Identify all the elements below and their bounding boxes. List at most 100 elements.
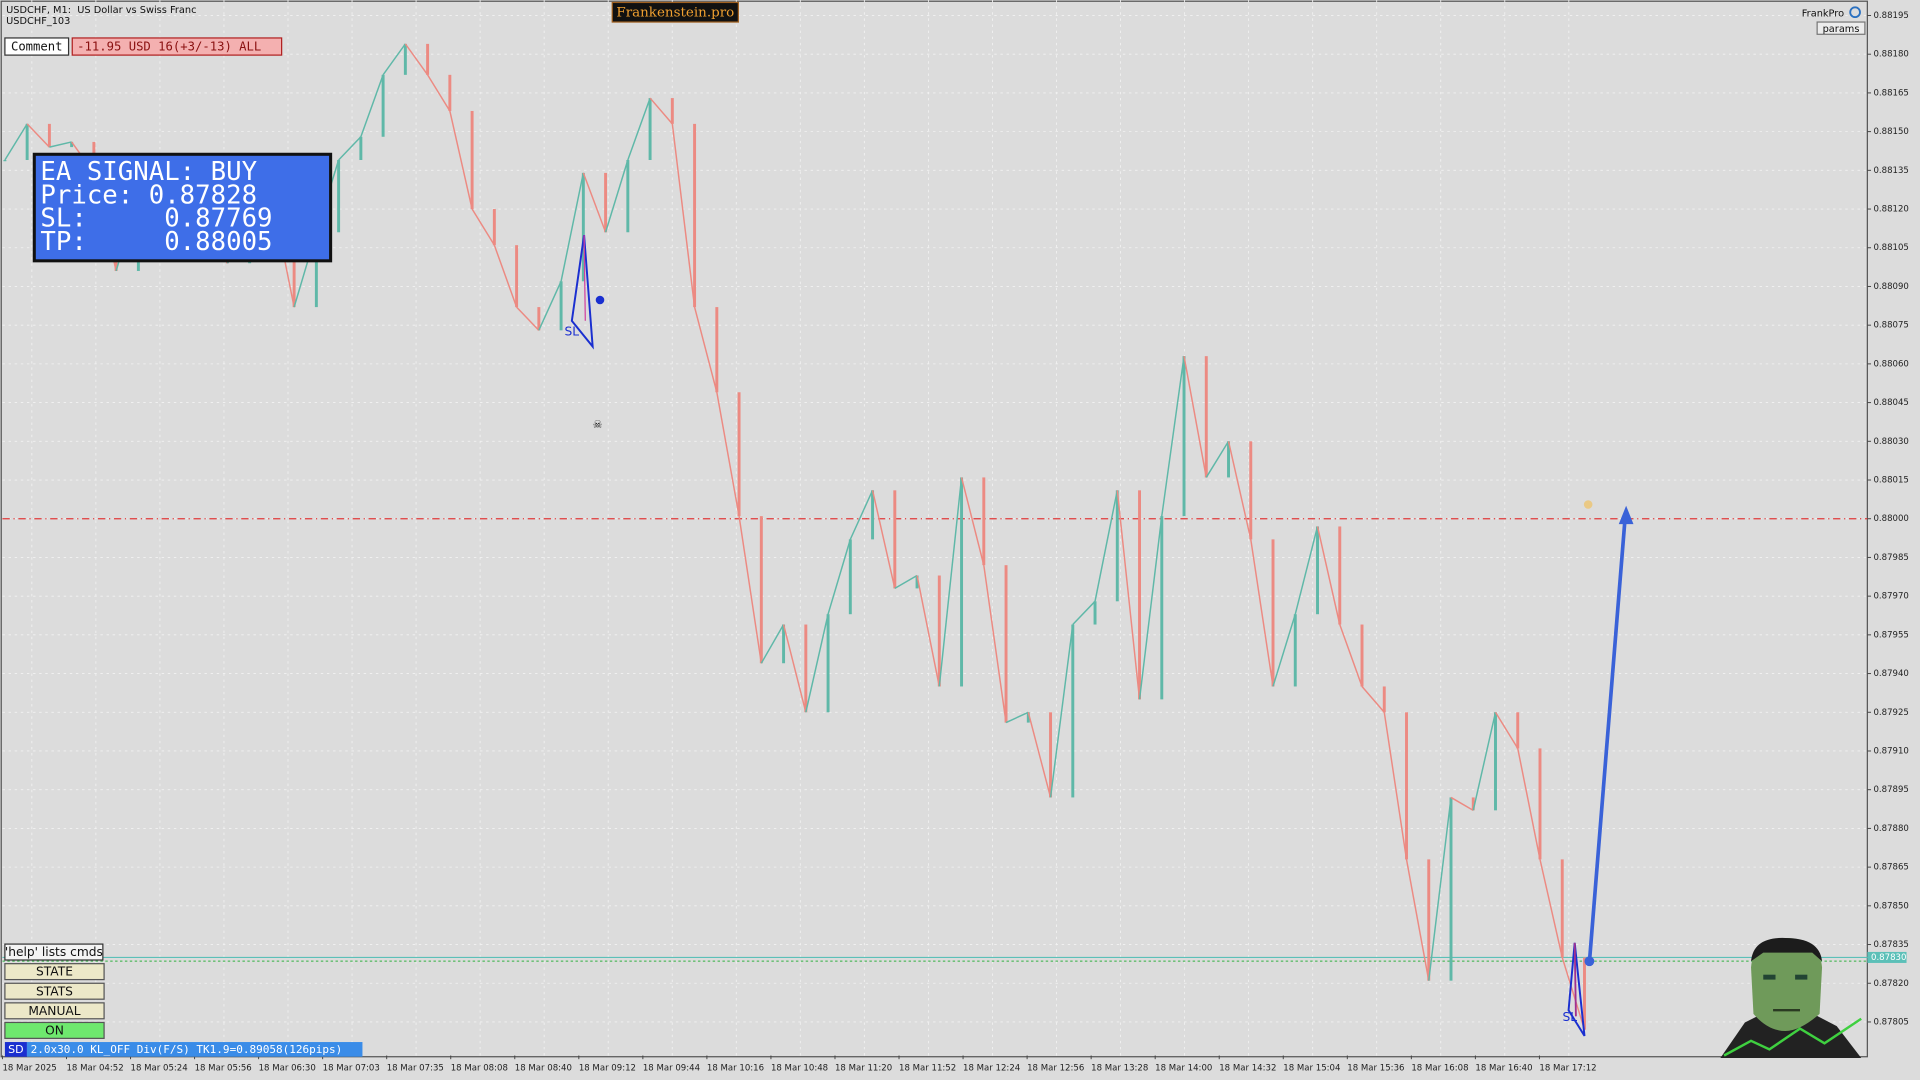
candle: [759, 516, 763, 664]
price-step: [849, 490, 874, 540]
candle: [1093, 601, 1097, 625]
symbol-title: USDCHF, M1: US Dollar vs Swiss Franc: [6, 5, 196, 16]
y-tick-label: 0.87910: [1873, 746, 1908, 756]
candle: [1115, 490, 1119, 602]
price-step: [1472, 712, 1497, 811]
y-tick-label: 0.87985: [1873, 553, 1908, 563]
help-text: 'help' lists cmds: [5, 945, 103, 959]
mascot-hair: [1751, 937, 1823, 962]
price-step: [560, 172, 585, 282]
x-tick-label: 18 Mar 07:35: [387, 1063, 444, 1073]
comment-text: -11.95 USD 16(+3/-13) ALL: [77, 40, 261, 54]
candle: [1382, 686, 1386, 713]
candle: [1049, 712, 1053, 798]
x-tick-label: 18 Mar 11:52: [899, 1063, 956, 1073]
candle: [648, 98, 652, 161]
on-button[interactable]: [4, 1021, 105, 1039]
candle: [1583, 957, 1586, 1030]
price-step: [1361, 685, 1385, 713]
candle: [314, 232, 318, 308]
candle: [559, 281, 563, 331]
y-tick-label: 0.87805: [1873, 1017, 1908, 1027]
x-tick-label: 18 Mar 07:03: [323, 1063, 380, 1073]
price-step: [360, 74, 384, 138]
chart-frame: [0, 0, 1868, 1058]
candle: [915, 575, 919, 589]
y-tick-label: 0.87880: [1873, 824, 1908, 834]
price-step: [916, 575, 941, 687]
y-tick-label: 0.88030: [1873, 437, 1908, 447]
x-tick-label: 18 Mar 10:16: [707, 1063, 764, 1073]
price-step: [4, 123, 28, 161]
bid-label: 0.87830: [1871, 953, 1906, 963]
comment-label-box: [4, 37, 70, 56]
price-step: [1383, 712, 1408, 860]
price-step: [1494, 711, 1519, 749]
y-tick-label: 0.87925: [1873, 708, 1908, 718]
price-step: [1094, 490, 1119, 602]
price-step: [1339, 624, 1363, 687]
price-step: [1027, 712, 1052, 798]
candle: [1227, 441, 1230, 478]
price-step: [894, 574, 918, 590]
y-tick-label: 0.87940: [1873, 669, 1908, 679]
candle: [1071, 624, 1075, 798]
candle: [1516, 712, 1520, 749]
state-button[interactable]: [4, 963, 105, 981]
on-label[interactable]: ON: [45, 1024, 64, 1038]
price-step: [1450, 796, 1474, 811]
manual-button[interactable]: [4, 1002, 105, 1020]
y-tick-label: 0.88000: [1873, 514, 1908, 524]
candle: [1138, 490, 1142, 700]
x-tick-label: 18 Mar 05:56: [195, 1063, 252, 1073]
x-tick-label: 18 Mar 09:44: [643, 1063, 700, 1073]
candle: [1160, 516, 1164, 700]
candle: [604, 172, 608, 233]
x-tick-label: 18 Mar 09:12: [579, 1063, 636, 1073]
candle: [515, 245, 519, 308]
stats-label[interactable]: STATS: [36, 984, 73, 998]
y-tick-label: 0.87895: [1873, 785, 1908, 795]
candle: [1204, 356, 1208, 478]
params-label[interactable]: params: [1823, 24, 1860, 35]
x-tick-label: 18 Mar 06:30: [259, 1063, 316, 1073]
y-tick-label: 0.88090: [1873, 282, 1908, 292]
price-step: [827, 539, 852, 615]
candle: [848, 539, 852, 615]
price-step: [1049, 624, 1074, 798]
stats-button[interactable]: [4, 982, 105, 1000]
price-step: [671, 123, 696, 308]
entry-marker: [595, 295, 605, 305]
user-icon: [1849, 6, 1861, 19]
user-name: FrankPro: [1802, 8, 1844, 19]
account-name: USDCHF_103: [6, 16, 70, 27]
x-tick-label: 18 Mar 08:40: [515, 1063, 572, 1073]
status-tag: SD: [8, 1043, 23, 1056]
mascot-chart: [1723, 1017, 1862, 1057]
manual-label[interactable]: MANUAL: [28, 1004, 80, 1018]
y-tick-label: 0.87970: [1873, 592, 1908, 602]
candle: [1182, 356, 1186, 517]
candle: [715, 307, 719, 393]
candle: [537, 307, 541, 331]
candle: [492, 209, 496, 246]
state-label[interactable]: STATE: [36, 965, 73, 979]
candle: [448, 74, 452, 111]
price-step: [805, 614, 829, 713]
pattern-triangle: [1567, 942, 1586, 1037]
tp-arrow: [1587, 520, 1627, 963]
price-step: [1316, 526, 1341, 625]
candle: [1427, 859, 1431, 981]
candle: [1249, 441, 1253, 540]
y-tick-label: 0.88135: [1873, 166, 1908, 176]
mascot-eye: [1795, 974, 1808, 980]
sl-marker: SL: [1562, 1010, 1577, 1024]
x-tick-label: 18 Mar 12:56: [1027, 1063, 1084, 1073]
y-tick-label: 0.88195: [1873, 11, 1908, 21]
price-step: [1517, 748, 1541, 860]
price-step: [1005, 711, 1029, 724]
mascot-head: [1751, 937, 1823, 1032]
comment-box: [71, 37, 283, 56]
params-button[interactable]: [1816, 21, 1866, 35]
price-step: [627, 97, 651, 161]
